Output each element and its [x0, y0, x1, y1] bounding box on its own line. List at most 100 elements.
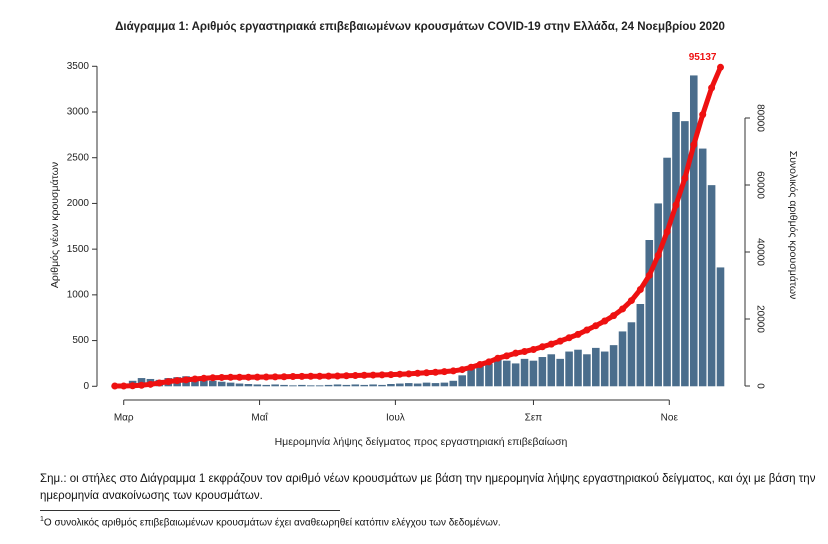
- cumulative-dot: [672, 201, 680, 209]
- cumulative-dot: [191, 375, 199, 383]
- cumulative-dot: [547, 340, 555, 348]
- footnote-text: Ο συνολικός αριθμός επιβεβαιωμένων κρουσ…: [43, 517, 501, 529]
- bar: [654, 203, 662, 387]
- cumulative-dot: [298, 372, 306, 380]
- cumulative-dot: [449, 367, 457, 375]
- bar: [645, 240, 654, 387]
- cumulative-dot: [405, 370, 413, 378]
- cumulative-dot: [111, 382, 119, 390]
- chart-title: Διάγραμμα 1: Αριθμός εργαστηριακά επιβεβ…: [115, 21, 725, 33]
- cumulative-dot: [414, 369, 422, 377]
- bar: [396, 383, 404, 387]
- cumulative-dot: [681, 174, 689, 182]
- cumulative-dot: [387, 371, 395, 379]
- bar: [538, 357, 547, 387]
- cumulative-dot: [592, 322, 600, 330]
- cumulative-dot: [396, 370, 404, 378]
- y-tick-label: 1500: [67, 244, 90, 255]
- footnote-rule: [40, 510, 340, 511]
- bar: [360, 384, 369, 387]
- bar: [271, 384, 279, 387]
- bar: [422, 382, 431, 387]
- cumulative-dot: [565, 334, 573, 342]
- cumulative-dot: [529, 345, 537, 353]
- bar: [494, 358, 502, 387]
- cumulative-dot: [289, 372, 297, 380]
- cumulative-dot: [209, 374, 217, 382]
- cumulative-dot: [574, 330, 582, 338]
- y-tick-label: 500: [72, 335, 89, 346]
- cumulative-dot: [503, 352, 511, 360]
- cumulative-dot: [654, 251, 662, 259]
- y-tick-label: 0: [83, 381, 89, 392]
- bar: [476, 363, 484, 387]
- y-tick-label: 1000: [67, 289, 90, 300]
- cumulative-dot: [663, 228, 671, 236]
- cumulative-dot: [351, 372, 359, 380]
- bar: [440, 382, 449, 387]
- bar: [565, 351, 573, 387]
- cumulative-dot: [627, 297, 635, 305]
- cumulative-dot: [610, 312, 618, 320]
- cumulative-dot: [271, 373, 279, 381]
- bar: [520, 358, 529, 387]
- cumulative-dot: [164, 378, 172, 386]
- bar: [592, 347, 600, 387]
- x-tick-label: Μαΐ: [251, 412, 268, 424]
- y2-tick-label: 20000: [754, 305, 765, 333]
- bar: [253, 384, 262, 387]
- bar: [298, 384, 306, 387]
- cumulative-dot: [262, 373, 270, 381]
- bar: [689, 75, 698, 387]
- cumulative-dot: [182, 376, 190, 384]
- bar: [716, 267, 725, 387]
- bar: [306, 385, 315, 387]
- cumulative-dot: [521, 347, 529, 355]
- bar: [458, 375, 466, 387]
- y-tick-label: 2000: [67, 198, 90, 209]
- cumulative-dot: [316, 372, 324, 380]
- bar: [707, 185, 716, 387]
- cumulative-dot: [129, 382, 137, 390]
- y-tick-label: 3000: [67, 107, 90, 118]
- bar: [333, 384, 342, 387]
- cumulative-dot: [360, 371, 368, 379]
- cumulative-dot: [485, 358, 493, 366]
- cumulative-dot: [325, 372, 333, 380]
- y2-tick-label: 0: [754, 383, 765, 389]
- bar: [485, 363, 493, 387]
- bar: [627, 322, 636, 387]
- bar: [681, 121, 689, 387]
- bar: [378, 384, 386, 387]
- cumulative-dot: [717, 63, 725, 71]
- cumulative-dot: [227, 373, 235, 381]
- bar: [315, 385, 324, 387]
- bar: [262, 384, 271, 387]
- cumulative-dot: [342, 372, 350, 380]
- cumulative-dot: [494, 354, 502, 362]
- cumulative-dot: [467, 363, 475, 371]
- y-tick-label: 2500: [67, 152, 90, 163]
- bar: [547, 354, 556, 387]
- x-tick-label: Νοε: [661, 413, 679, 424]
- bar: [209, 380, 217, 387]
- bar: [636, 304, 645, 387]
- cumulative-dot: [369, 371, 377, 379]
- y-tick-label: 3500: [67, 61, 90, 72]
- y2-axis-label: Συνολικός αριθμός κρουσμάτων: [787, 151, 799, 300]
- cumulative-dot: [218, 373, 226, 381]
- bar: [404, 383, 413, 387]
- cumulative-dot: [619, 305, 627, 313]
- bar: [600, 351, 609, 387]
- cumulative-dot: [120, 382, 128, 390]
- x-tick-label: Ιουλ: [386, 413, 405, 424]
- chart: Διάγραμμα 1: Αριθμός εργαστηριακά επιβεβ…: [49, 21, 799, 448]
- bar: [431, 383, 440, 387]
- cumulative-dot: [601, 317, 609, 325]
- bar: [387, 384, 395, 387]
- y2-tick-label: 40000: [754, 238, 765, 266]
- cumulative-dot: [556, 337, 564, 345]
- bar: [556, 358, 564, 387]
- cumulative-dot: [138, 381, 146, 389]
